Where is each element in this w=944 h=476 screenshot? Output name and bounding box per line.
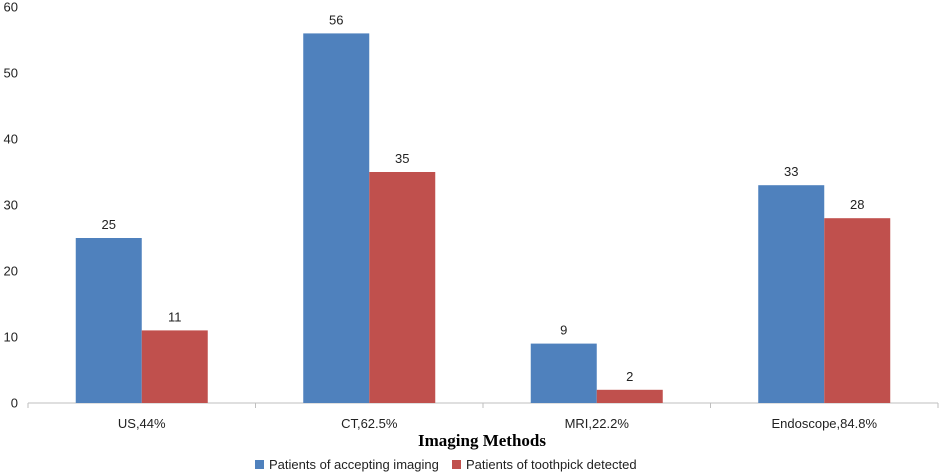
x-tick-label: CT,62.5% xyxy=(341,416,398,431)
y-tick-label: 30 xyxy=(4,198,18,213)
data-labels: 25 11 56 35 9 2 33 28 xyxy=(102,12,865,383)
x-tick-label: MRI,22.2% xyxy=(565,416,630,431)
legend-swatch xyxy=(255,460,264,469)
data-label: 35 xyxy=(395,151,409,166)
data-label: 25 xyxy=(102,217,116,232)
bars xyxy=(75,33,891,404)
data-label: 9 xyxy=(560,323,567,338)
y-tick-label: 60 xyxy=(4,0,18,15)
y-tick-label: 40 xyxy=(4,132,18,147)
legend: Patients of accepting imaging Patients of… xyxy=(255,457,637,472)
legend-label: Patients of accepting imaging xyxy=(269,457,439,472)
y-tick-label: 50 xyxy=(4,66,18,81)
x-tick-label: US,44% xyxy=(118,416,166,431)
data-label: 2 xyxy=(626,369,633,384)
x-tick-label: Endoscope,84.8% xyxy=(771,416,877,431)
bar-accepting-imaging xyxy=(530,343,597,403)
y-tick-label: 0 xyxy=(11,396,18,411)
legend-label: Patients of toothpick detected xyxy=(466,457,637,472)
data-label: 33 xyxy=(784,164,798,179)
y-tick-label: 20 xyxy=(4,264,18,279)
y-axis: 0 10 20 30 40 50 60 xyxy=(4,0,18,411)
bar-toothpick-detected xyxy=(596,389,663,403)
bar-toothpick-detected xyxy=(369,172,436,403)
bar-accepting-imaging xyxy=(758,185,825,403)
x-axis: US,44% CT,62.5% MRI,22.2% Endoscope,84.8% xyxy=(27,402,939,431)
bar-accepting-imaging xyxy=(303,33,370,404)
bar-toothpick-detected xyxy=(824,218,891,403)
legend-swatch xyxy=(452,460,461,469)
data-label: 56 xyxy=(329,12,343,27)
bar-toothpick-detected xyxy=(141,330,208,403)
bar-accepting-imaging xyxy=(75,238,142,403)
data-label: 28 xyxy=(850,197,864,212)
x-axis-title: Imaging Methods xyxy=(418,431,546,450)
y-tick-label: 10 xyxy=(4,330,18,345)
data-label: 11 xyxy=(168,309,182,324)
